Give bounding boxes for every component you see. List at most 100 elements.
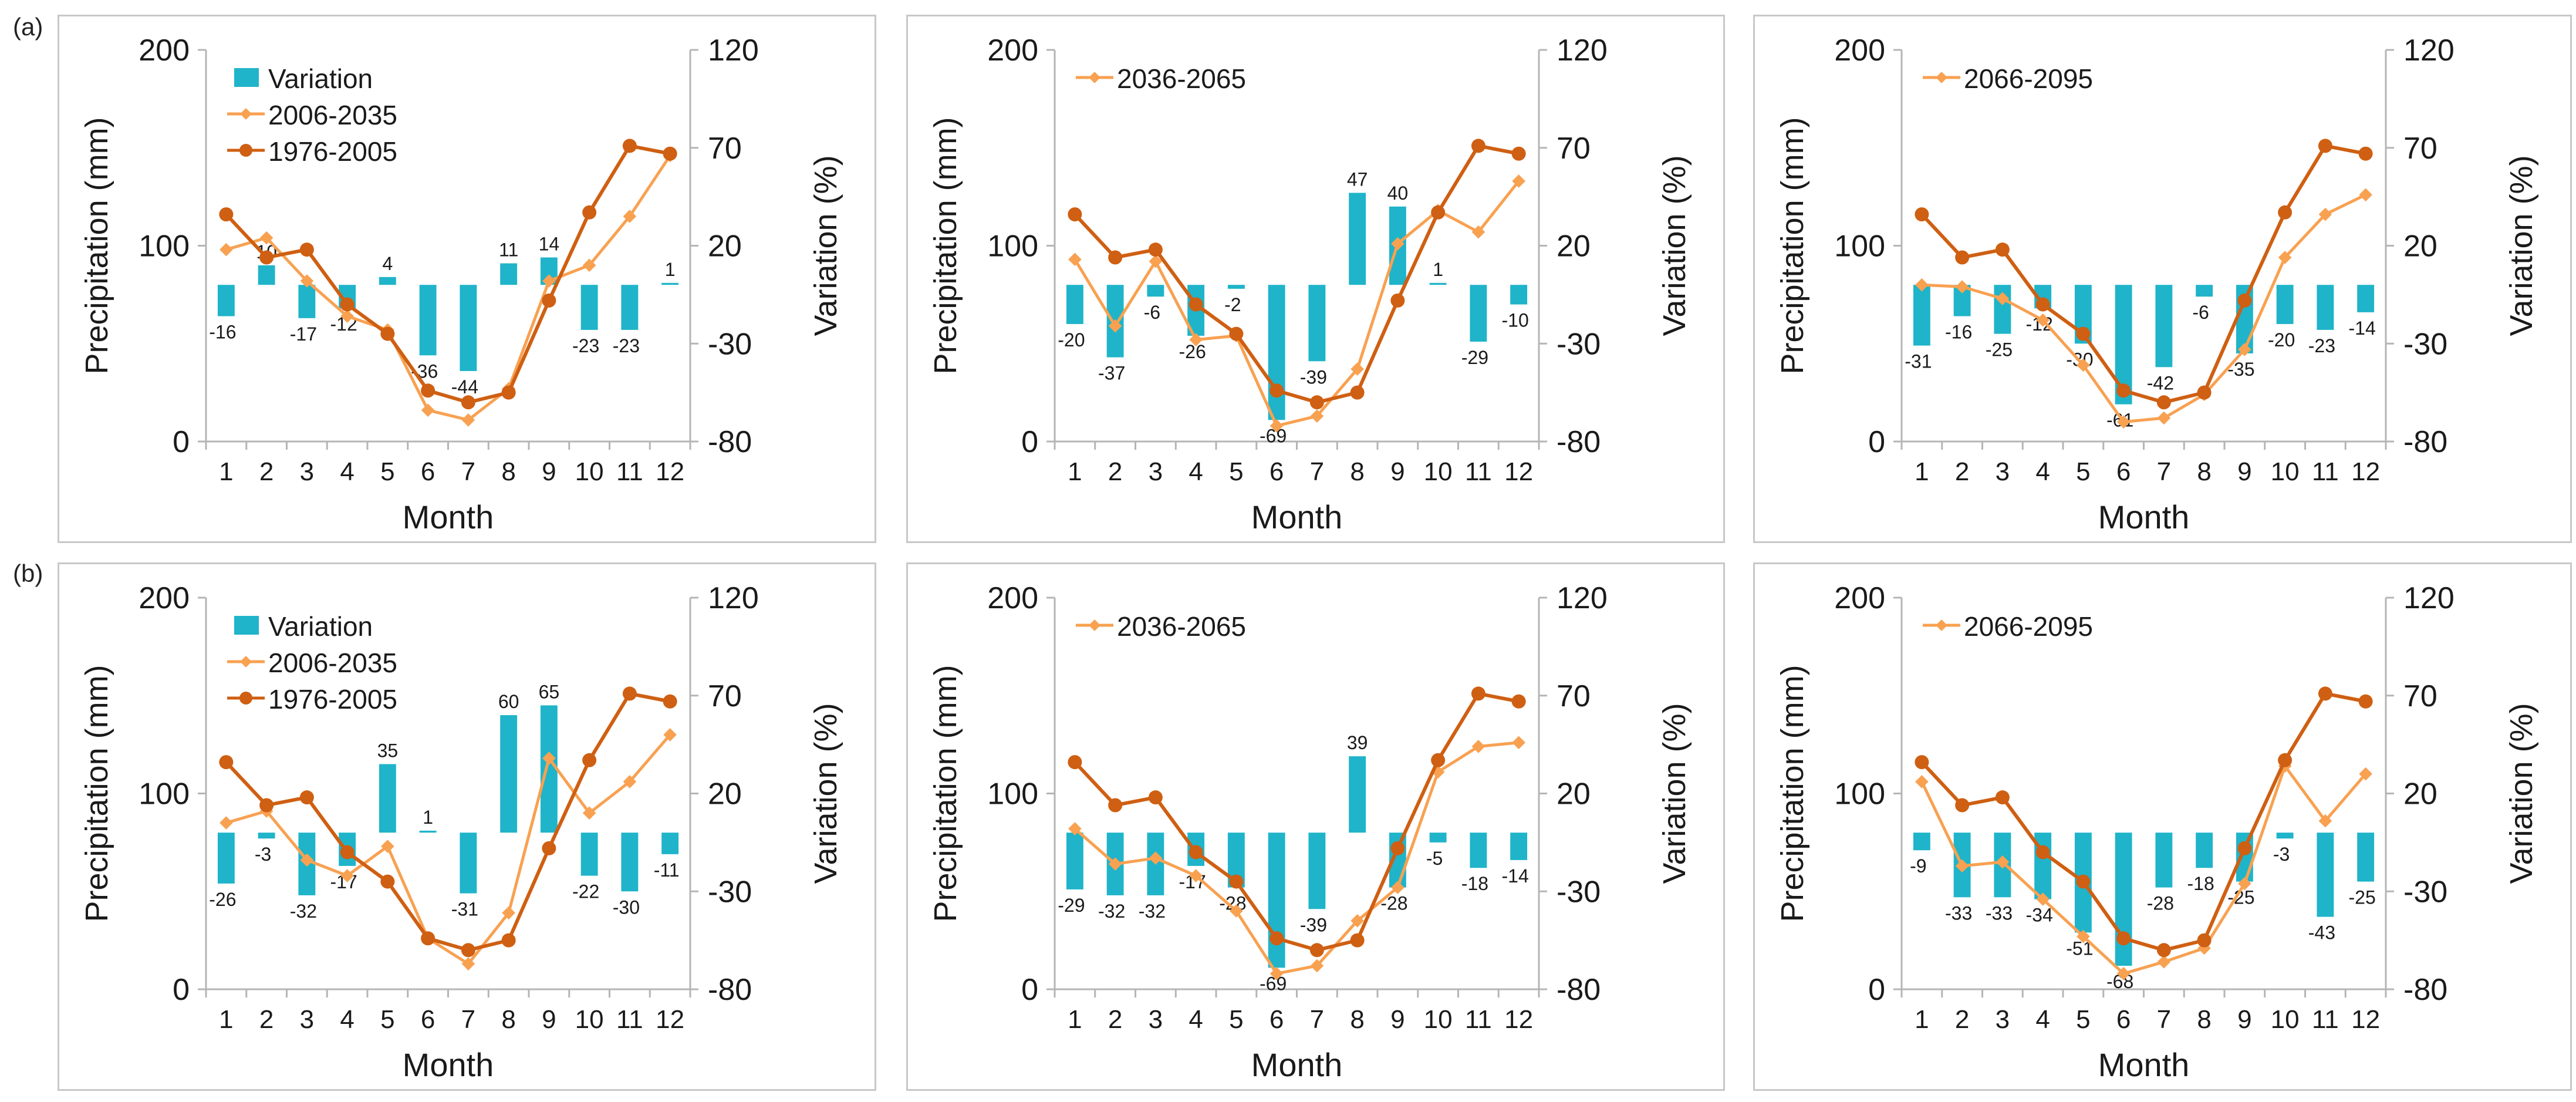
right-tick-label: 70 <box>2403 679 2437 713</box>
future-series-line <box>1073 180 1520 427</box>
bar-value-label: -3 <box>2273 844 2290 865</box>
variation-bar <box>2196 285 2213 297</box>
x-tick-label: 7 <box>1310 457 1324 486</box>
future-point <box>300 274 314 288</box>
legend-label: 2036-2065 <box>1117 611 1246 642</box>
x-tick-label: 5 <box>2076 1005 2090 1034</box>
variation-bar <box>258 265 275 285</box>
bar-value-label: 14 <box>539 234 560 255</box>
bar-value-label: -6 <box>1144 302 1160 323</box>
left-tick-label: 0 <box>1868 973 1885 1007</box>
legend-label: 1976-2005 <box>268 684 397 715</box>
variation-bar <box>2236 833 2253 882</box>
future-point <box>1108 857 1122 871</box>
bar-value-label: -29 <box>1058 895 1085 916</box>
bar-value-label: -29 <box>1461 347 1488 368</box>
variation-bar <box>661 282 679 285</box>
variation-bar <box>2357 285 2375 312</box>
right-tick-label: -30 <box>2403 327 2447 361</box>
baseline-point <box>1229 874 1244 889</box>
future-point <box>1915 775 1929 788</box>
variation-bar <box>2357 833 2375 882</box>
baseline-point <box>2237 293 2252 308</box>
bar-value-label: -37 <box>1098 363 1125 384</box>
variation-bar <box>580 833 598 876</box>
variation-bar <box>1429 282 1447 285</box>
future-point <box>663 728 677 742</box>
bar-value-label: -32 <box>1098 901 1125 922</box>
future-point <box>1189 869 1203 882</box>
x-tick-label: 9 <box>2237 457 2251 486</box>
baseline-point <box>2358 694 2373 709</box>
future-point <box>2278 251 2292 264</box>
x-tick-label: 8 <box>501 457 515 486</box>
x-tick-label: 5 <box>380 457 394 486</box>
future-point <box>259 231 274 245</box>
x-tick-label: 12 <box>656 1005 684 1034</box>
baseline-point <box>461 943 475 958</box>
future-point <box>1230 904 1243 918</box>
right-tick-label: 120 <box>2403 581 2455 615</box>
variation-bar <box>1510 285 1528 305</box>
left-tick-label: 0 <box>1021 425 1038 459</box>
variation-bar <box>460 285 477 371</box>
x-tick-label: 9 <box>542 1005 556 1034</box>
baseline-point <box>622 686 637 701</box>
bar-value-label: -20 <box>2268 329 2295 351</box>
baseline-point <box>2197 933 2212 948</box>
bar-value-label: 4 <box>382 253 393 274</box>
x-tick-label: 10 <box>575 457 604 486</box>
legend-marker <box>239 144 252 157</box>
baseline-point <box>542 841 556 855</box>
baseline-point <box>1270 931 1284 946</box>
future-point <box>461 957 475 970</box>
x-tick-label: 10 <box>1424 1005 1453 1034</box>
baseline-point <box>2156 395 2171 410</box>
future-point <box>220 816 233 830</box>
bar-value-label: -22 <box>572 881 599 902</box>
bar-value-label: -33 <box>1945 902 1972 924</box>
baseline-point <box>259 250 274 265</box>
bar-value-label: -30 <box>613 897 640 918</box>
right-tick-label: 20 <box>1557 230 1591 264</box>
right-axis-title: Variation (%) <box>808 703 843 884</box>
x-tick-label: 4 <box>340 1005 354 1034</box>
x-tick-label: 11 <box>1465 457 1492 486</box>
variation-bar <box>1349 756 1366 833</box>
variation-bar <box>1227 285 1245 289</box>
x-tick-label: 3 <box>300 457 314 486</box>
future-point <box>623 210 637 223</box>
future-point <box>582 258 596 272</box>
right-tick-label: 20 <box>1557 777 1591 811</box>
right-tick-label: -80 <box>2403 973 2447 1007</box>
legend-marker <box>1089 619 1100 631</box>
baseline-point <box>2237 841 2252 855</box>
right-tick-label: -30 <box>2403 875 2447 909</box>
future-point <box>2238 877 2251 891</box>
x-tick-label: 5 <box>1229 1005 1243 1034</box>
future-series-line <box>1922 193 2366 424</box>
variation-bar <box>621 285 639 330</box>
x-tick-label: 1 <box>1915 1005 1929 1034</box>
future-point <box>1189 333 1203 346</box>
left-tick-label: 200 <box>1834 581 1885 615</box>
bar-value-label: -31 <box>451 899 478 920</box>
baseline-point <box>2358 146 2373 161</box>
bar-value-label: -25 <box>1986 339 2013 360</box>
bar-value-label: 65 <box>539 681 560 702</box>
x-tick-label: 6 <box>1270 1005 1284 1034</box>
future-point <box>1310 959 1324 973</box>
right-tick-label: -80 <box>1557 425 1601 459</box>
legend-marker <box>239 692 252 705</box>
bar-value-label: 47 <box>1347 168 1368 190</box>
left-axis-title: Precipitation (mm) <box>79 117 114 374</box>
x-tick-label: 8 <box>501 1005 515 1034</box>
baseline-point <box>1955 250 1970 265</box>
right-tick-label: 20 <box>708 777 742 811</box>
baseline-point <box>1915 207 1929 222</box>
bar-value-label: -26 <box>209 889 236 910</box>
legend-label: Variation <box>268 611 373 642</box>
future-point <box>623 775 637 788</box>
